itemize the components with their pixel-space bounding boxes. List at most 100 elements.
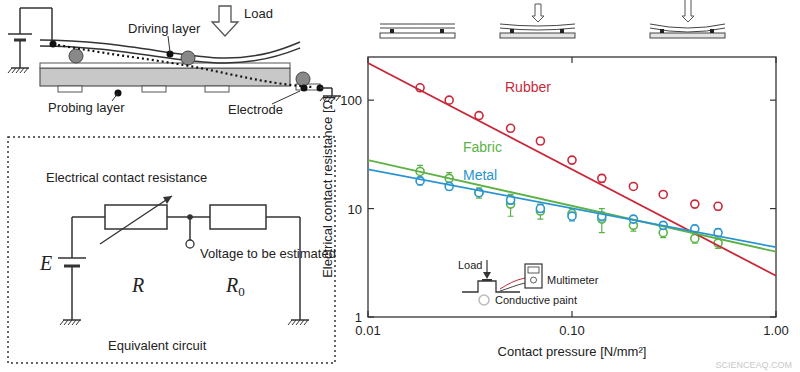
y-tick (770, 208, 776, 209)
label: Voltage to be estimated (200, 246, 336, 261)
data-point (568, 212, 576, 220)
thumb-layer (380, 28, 455, 29)
current-path (53, 44, 312, 87)
error-bar (715, 203, 721, 210)
probing-layer (40, 68, 290, 86)
inset-arrowhead (483, 272, 491, 279)
circuit-box (8, 137, 335, 363)
thumb-base (380, 33, 455, 38)
error-bar (692, 201, 698, 208)
leader (272, 91, 300, 104)
spacer (296, 72, 310, 86)
wire (71, 312, 73, 320)
thumb-spacer (510, 29, 514, 33)
data-point (714, 202, 722, 210)
error-bar (692, 234, 698, 243)
ground-hatch (8, 68, 12, 73)
ground-hatch (76, 320, 80, 325)
label: Driving layer (128, 21, 201, 36)
label: Load (244, 6, 273, 21)
data-point (507, 124, 515, 132)
wire (19, 8, 21, 34)
label: Equivalent circuit (108, 338, 207, 353)
ground-hatch (292, 320, 296, 325)
y-tick-label: 1 (355, 310, 362, 325)
label: Probing layer (48, 100, 125, 115)
leader (112, 93, 118, 101)
ground-hatch (68, 320, 72, 325)
y-tick (770, 100, 776, 101)
error-bar (569, 157, 575, 164)
wire (320, 87, 332, 89)
label: Electrode (228, 102, 283, 117)
x-tick (571, 57, 572, 63)
battery-plate (58, 257, 86, 259)
wire (266, 216, 300, 218)
error-bar (569, 212, 575, 221)
spacer (69, 49, 83, 63)
series-label: Rubber (505, 79, 551, 95)
wire (299, 312, 301, 320)
x-axis-label: Contact pressure [N/mm²] (498, 344, 647, 359)
wire (72, 216, 105, 218)
thumb-base (500, 33, 575, 38)
thumb-layer (650, 28, 725, 32)
fixed-resistor (210, 205, 266, 229)
x-tick-label: 0.10 (559, 323, 584, 338)
variable-resistor (105, 205, 167, 229)
thumb-base (650, 33, 725, 38)
y-tick-label: 100 (340, 93, 362, 108)
thumb-spacer (710, 29, 714, 33)
y-tick (368, 100, 374, 101)
error-bar (537, 205, 543, 213)
inset-label: Load (458, 259, 482, 271)
x-tick (571, 311, 572, 317)
error-bar (599, 175, 605, 182)
data-point (659, 190, 667, 198)
ground-hatch (20, 68, 24, 73)
x-tick-label: 0.01 (355, 323, 380, 338)
data-point (568, 156, 576, 164)
y-tick-label: 10 (348, 202, 362, 217)
load-arrow (212, 6, 238, 36)
wire (71, 266, 73, 312)
battery-plate (8, 33, 32, 35)
y-tick (368, 208, 374, 209)
electrode (58, 86, 82, 92)
inset-plate (482, 279, 492, 281)
data-point (536, 137, 544, 145)
thumb-spacer (440, 29, 444, 33)
watermark: SCIENCEAQ.COM (715, 360, 792, 370)
wire (331, 88, 333, 96)
ground-hatch (12, 68, 16, 73)
electrode (142, 86, 166, 92)
thumb-spacer (560, 29, 564, 33)
thumb-layer (650, 24, 725, 28)
data-point (629, 182, 637, 190)
thumb-load (532, 4, 544, 22)
error-bar (537, 204, 543, 219)
label: Electrical contact resistance (46, 170, 207, 185)
dot (50, 41, 57, 48)
thumb-layer (500, 24, 575, 26)
wire (19, 60, 21, 68)
series-label: Fabric (463, 139, 502, 155)
thumb-spacer (390, 29, 394, 33)
arrowhead (163, 196, 172, 204)
ground-hatch (72, 320, 76, 325)
subscript: 0 (238, 284, 245, 299)
ground-hatch (24, 68, 28, 73)
inset-label: Multimeter (547, 274, 599, 286)
inset-meter (525, 264, 542, 288)
ground-hatch (16, 68, 20, 73)
data-point (691, 200, 699, 208)
symbol: E (39, 252, 52, 274)
y-axis-label: Electrical contact resistance [Ω] (320, 96, 335, 278)
fit-line (368, 63, 776, 276)
resistor-arrow (100, 196, 172, 244)
fit-line (368, 160, 776, 252)
symbol: R0 (225, 274, 245, 299)
inset-meter-dial (531, 277, 537, 283)
x-tick-label: 1.00 (763, 323, 788, 338)
inset-label: Conductive paint (495, 294, 577, 306)
